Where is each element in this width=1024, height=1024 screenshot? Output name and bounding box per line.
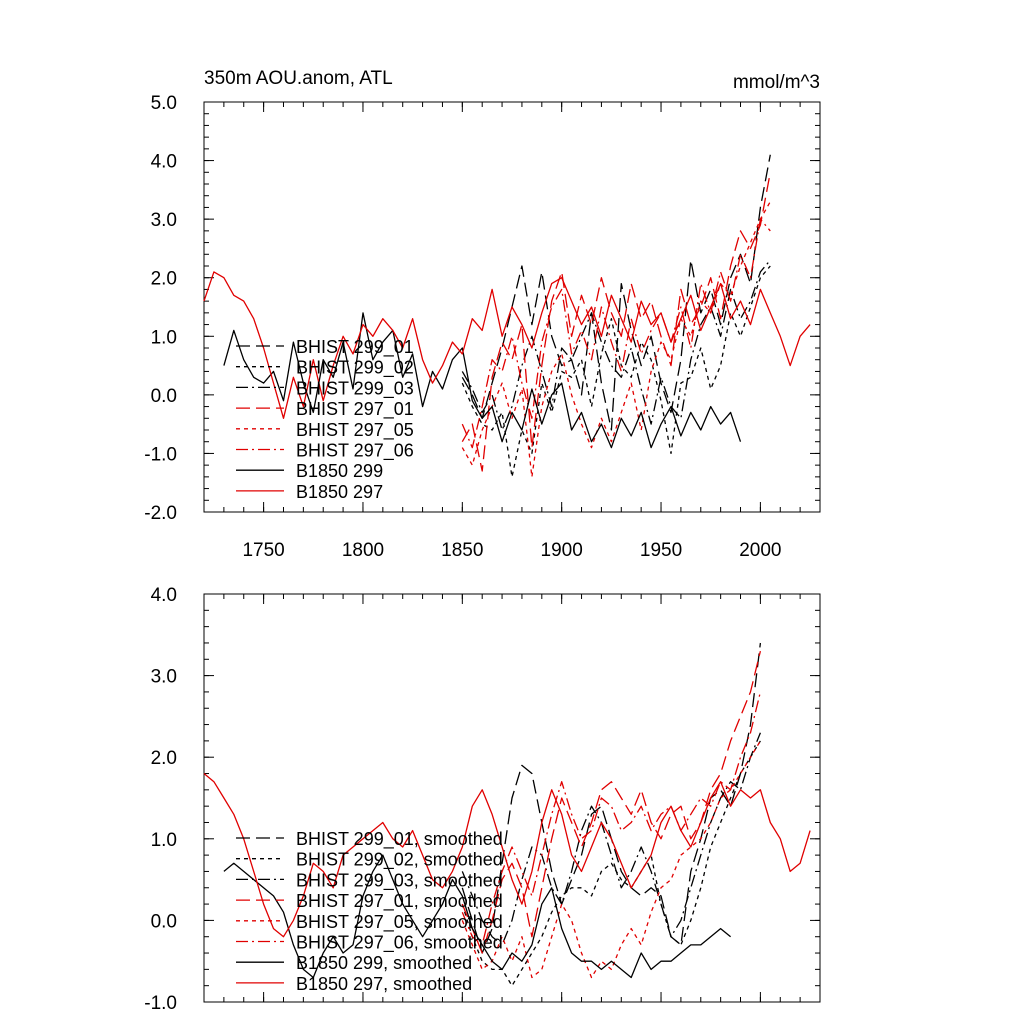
plot-frame — [203, 593, 821, 1003]
x-tick-label: 1750 — [242, 540, 284, 561]
series-line-2 — [461, 259, 771, 431]
legend-label: BHIST 297_01, smoothed — [296, 891, 503, 912]
legend-label: BHIST 297_05 — [296, 420, 414, 441]
y-tick-label: -1.0 — [144, 444, 177, 465]
x-tick-label: 1950 — [640, 540, 682, 561]
y-tick-label: 4.0 — [151, 585, 177, 606]
legend-label: BHIST 299_02 — [296, 358, 414, 379]
x-tick-label: 2000 — [739, 540, 781, 561]
legend-label: BHIST 297_06, smoothed — [296, 933, 503, 954]
y-tick-label: 1.0 — [151, 830, 177, 851]
legend-label: B1850 299 — [296, 461, 383, 481]
y-tick-label: -2.0 — [144, 503, 177, 524]
series-line-3 — [461, 650, 762, 954]
chart-title: 350m AOU.anom, ATL — [204, 68, 393, 89]
legend-label: BHIST 297_06 — [296, 441, 414, 462]
legend-label: BHIST 299_01 — [296, 337, 414, 358]
legend-label: BHIST 297_05, smoothed — [296, 912, 503, 933]
series-line-1 — [461, 265, 771, 478]
series-line-4 — [461, 740, 761, 979]
series-line-7 — [203, 772, 811, 938]
legend-label: BHIST 299_02, smoothed — [296, 850, 503, 871]
legend-label: B1850 297 — [296, 482, 383, 502]
x-tick-label: 1800 — [342, 540, 384, 561]
series-line-6 — [223, 312, 742, 449]
x-tick-label: 1900 — [541, 540, 583, 561]
bottom-panel: -1.0 0.0 1.0 2.0 3.0 4.0 BHIST 299_01, smoothe… — [144, 585, 821, 1014]
y-tick-label: 3.0 — [151, 667, 177, 688]
y-tick-label: 2.0 — [151, 748, 177, 769]
series-line-2 — [461, 732, 762, 946]
y-tick-label: 1.0 — [151, 327, 177, 348]
series-line-0 — [461, 642, 762, 954]
series-line-3 — [461, 172, 771, 472]
legend-label: BHIST 299_03 — [296, 378, 414, 399]
y-tick-label: 5.0 — [151, 93, 177, 114]
series-line-0 — [461, 154, 771, 431]
units-label: mmol/m^3 — [733, 72, 820, 93]
y-tick-label: 3.0 — [151, 210, 177, 231]
legend-label: B1850 299, smoothed — [296, 953, 472, 973]
series-line-1 — [461, 740, 761, 987]
series-line-6 — [223, 854, 732, 979]
x-tick-label: 1850 — [441, 540, 483, 561]
series-line-4 — [461, 201, 771, 478]
plot-frame — [203, 101, 821, 513]
series-line-5 — [461, 691, 762, 946]
legend-label: BHIST 299_03, smoothed — [296, 870, 503, 891]
legend-label: BHIST 299_01, smoothed — [296, 829, 503, 850]
y-tick-label: -1.0 — [144, 993, 177, 1014]
legend-label: BHIST 297_01 — [296, 399, 414, 420]
y-tick-label: 2.0 — [151, 269, 177, 290]
series-line-7 — [203, 271, 811, 419]
legend-label: B1850 297, smoothed — [296, 974, 472, 994]
top-panel: 1750 1800 1850 1900 1950 2000 -2.0 -1.0 0.0 1.0 2.… — [144, 68, 821, 561]
y-tick-label: 0.0 — [151, 386, 177, 407]
y-tick-label: 0.0 — [151, 911, 177, 932]
y-tick-label: 4.0 — [151, 152, 177, 173]
